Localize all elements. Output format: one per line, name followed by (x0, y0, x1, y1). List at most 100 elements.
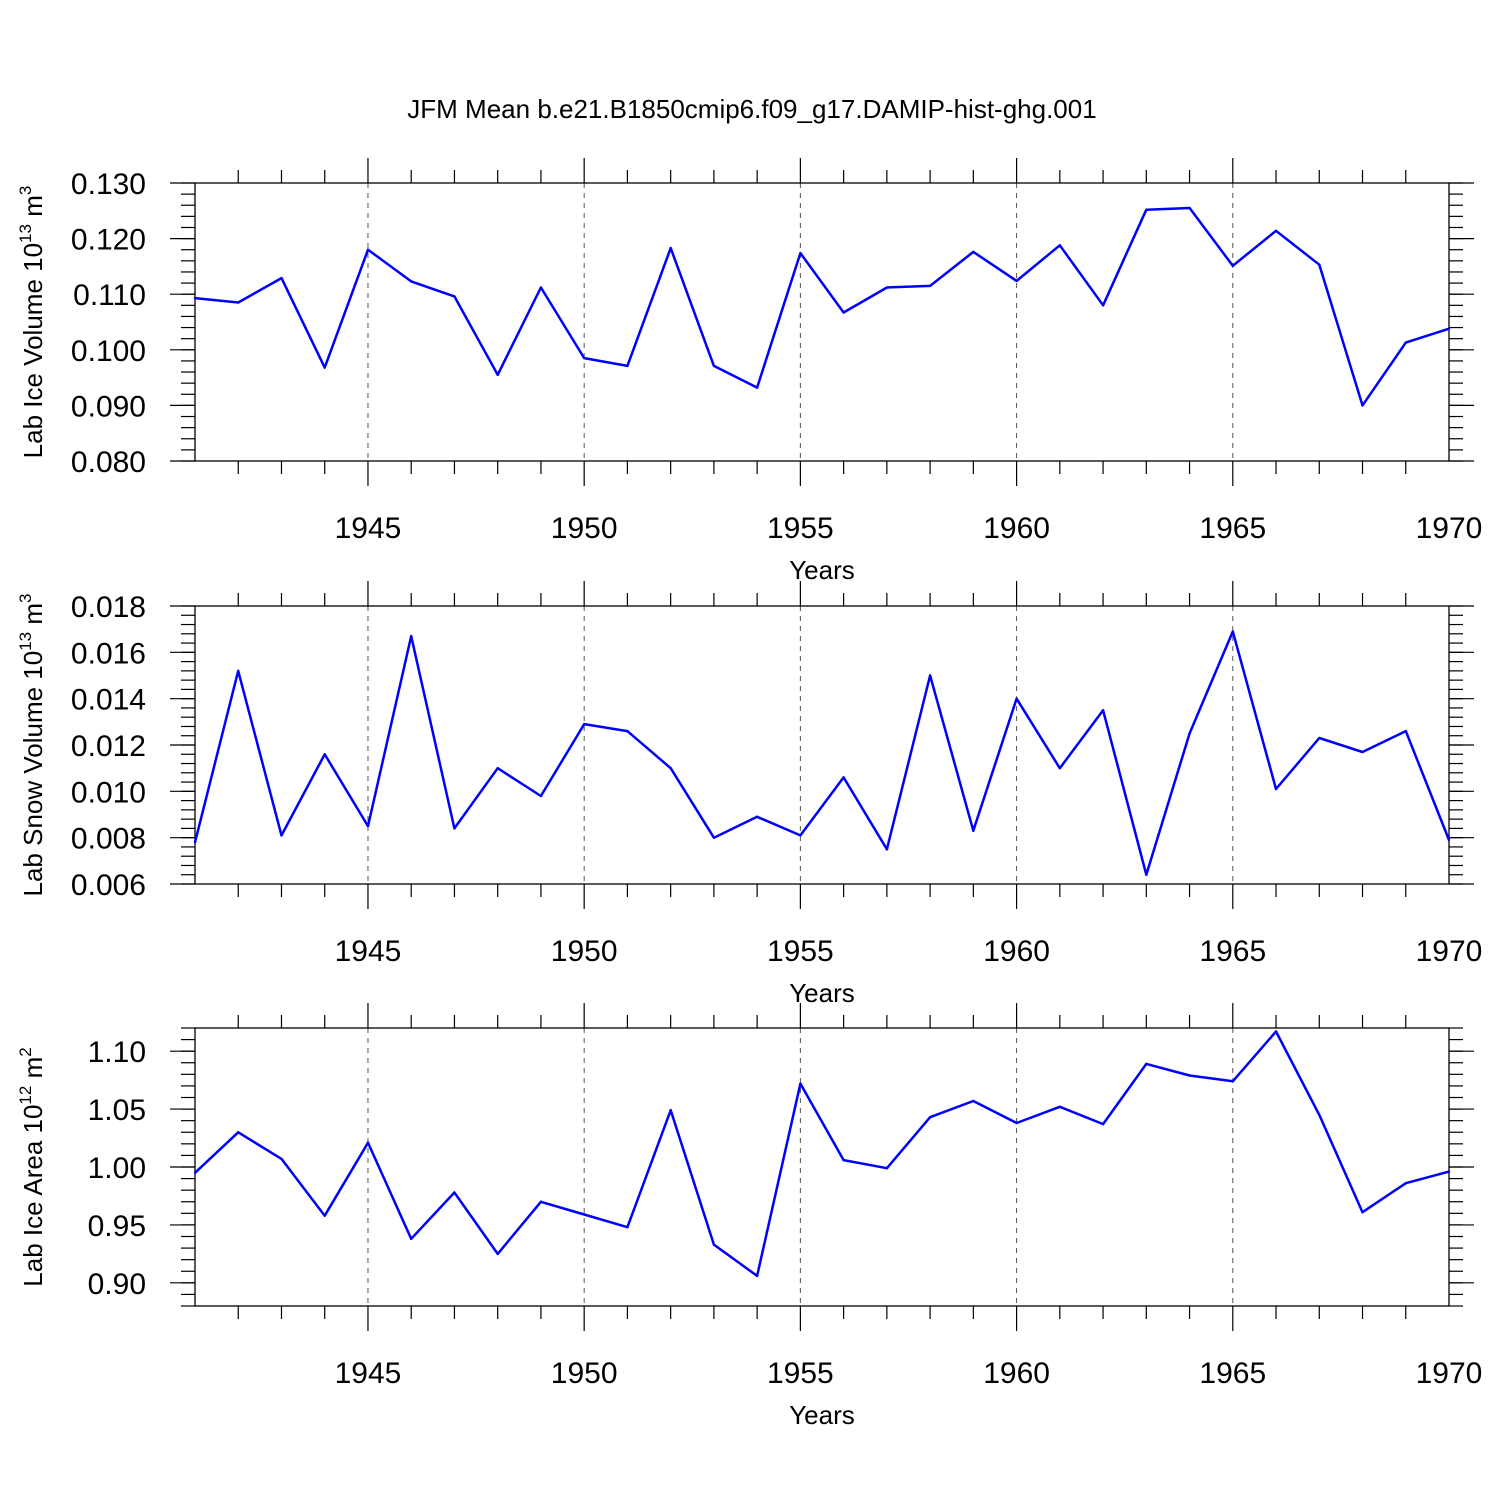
y-tick-label: 0.110 (73, 279, 146, 312)
data-point (885, 848, 889, 851)
y-tick-label: 0.012 (71, 730, 146, 763)
data-point (539, 794, 543, 798)
series-line (194, 1030, 1450, 1278)
panel-ice-area: 0.90 0.95 1.00 1.05 1.10 1945 1950 1955 1960 1965… (16, 1003, 1482, 1430)
data-point (237, 669, 240, 673)
y-tick-label: 0.090 (71, 390, 146, 423)
y-tick-label: 0.016 (71, 637, 146, 670)
data-point (539, 286, 543, 289)
y-tick-label: 0.014 (71, 684, 146, 717)
y-label-unit: m (18, 603, 48, 632)
y-label-unit: m (18, 195, 48, 224)
y-label-unit: m (18, 1057, 48, 1086)
data-point (712, 1243, 716, 1246)
data-point (582, 356, 586, 360)
y-tick-label: 0.006 (71, 869, 146, 902)
data-point (626, 729, 629, 733)
data-point (280, 276, 283, 280)
data-point (669, 766, 672, 770)
y-label-exponent: 13 (16, 632, 35, 651)
data-point (928, 674, 932, 677)
y-tick-label: 0.120 (71, 224, 146, 257)
data-point (1447, 1170, 1451, 1173)
data-point (1318, 1113, 1321, 1117)
x-axis-label: Years (789, 1400, 855, 1430)
data-point (799, 834, 802, 837)
data-point (1361, 750, 1364, 754)
plot-frame (194, 182, 1450, 462)
y-label-unit-exponent: 3 (16, 186, 35, 195)
data-point (1015, 1121, 1018, 1125)
y-tick-label: 0.080 (71, 446, 146, 479)
y-tick-label: 0.008 (71, 823, 146, 856)
data-point (453, 827, 456, 830)
plot-frame (194, 1027, 1450, 1307)
data-point (755, 386, 759, 389)
data-point (1058, 244, 1062, 247)
y-tick-label: 0.95 (88, 1210, 146, 1243)
data-point (1404, 341, 1407, 344)
data-point (1188, 732, 1191, 735)
y-tick-label: 0.100 (71, 335, 146, 368)
data-point (1058, 1105, 1062, 1108)
data-point (885, 286, 889, 289)
data-point (1231, 264, 1234, 268)
y-label-text: Lab Snow Volume 10 (18, 651, 48, 897)
panel-snow-volume: 0.006 0.008 0.010 0.012 0.014 0.016 0.018 1945 1… (16, 581, 1482, 1008)
x-tick-label: 1970 (1416, 1357, 1483, 1390)
x-tick-label: 1965 (1199, 935, 1266, 968)
data-point (1318, 736, 1321, 740)
data-point (1361, 404, 1364, 407)
y-axis-label: Lab Ice Volume 1013 m3 (16, 186, 48, 459)
data-point (539, 1200, 543, 1203)
data-point (1145, 208, 1148, 211)
data-point (237, 301, 240, 304)
data-point (1404, 729, 1407, 733)
data-point (1274, 1030, 1278, 1033)
plot-frame (194, 605, 1450, 885)
data-point (928, 284, 932, 288)
data-point (193, 1171, 197, 1174)
y-label-text: Lab Ice Volume 10 (18, 243, 48, 458)
data-point (799, 1082, 802, 1085)
x-axis-label: Years (789, 555, 855, 585)
x-tick-label: 1945 (335, 1357, 402, 1390)
x-tick-label: 1945 (335, 935, 402, 968)
y-label-text: Lab Ice Area 10 (18, 1105, 48, 1287)
data-point (755, 815, 759, 819)
y-label-unit-exponent: 2 (16, 1047, 35, 1056)
y-tick-label: 1.05 (88, 1094, 146, 1127)
data-point (1145, 1062, 1148, 1066)
data-point (453, 295, 456, 298)
x-tick-label: 1960 (983, 935, 1050, 968)
x-tick-label: 1960 (983, 512, 1050, 545)
data-point (1447, 838, 1451, 842)
data-point (193, 841, 197, 844)
series-line (193, 630, 1451, 876)
data-point (496, 766, 499, 770)
data-point (1231, 630, 1234, 633)
y-tick-label: 0.018 (71, 591, 146, 624)
y-tick-label: 0.130 (71, 168, 146, 201)
data-point (1188, 1074, 1191, 1077)
x-tick-label: 1955 (767, 512, 834, 545)
data-point (712, 836, 716, 839)
data-point (1318, 263, 1321, 266)
y-label-exponent: 12 (16, 1086, 35, 1105)
x-tick-label: 1950 (551, 512, 618, 545)
data-point (323, 1214, 326, 1217)
data-point (1231, 1080, 1234, 1083)
data-point (1101, 709, 1105, 712)
x-tick-label: 1970 (1416, 935, 1483, 968)
data-point (1101, 1122, 1105, 1126)
x-tick-label: 1955 (767, 935, 834, 968)
data-point (1015, 697, 1018, 700)
data-point (885, 1166, 889, 1170)
data-point (842, 311, 845, 314)
chart-title: JFM Mean b.e21.B1850cmip6.f09_g17.DAMIP-… (407, 94, 1096, 124)
x-tick-label: 1955 (767, 1357, 834, 1390)
y-label-exponent: 13 (16, 224, 35, 243)
x-tick-label: 1950 (551, 935, 618, 968)
data-point (582, 1213, 586, 1216)
